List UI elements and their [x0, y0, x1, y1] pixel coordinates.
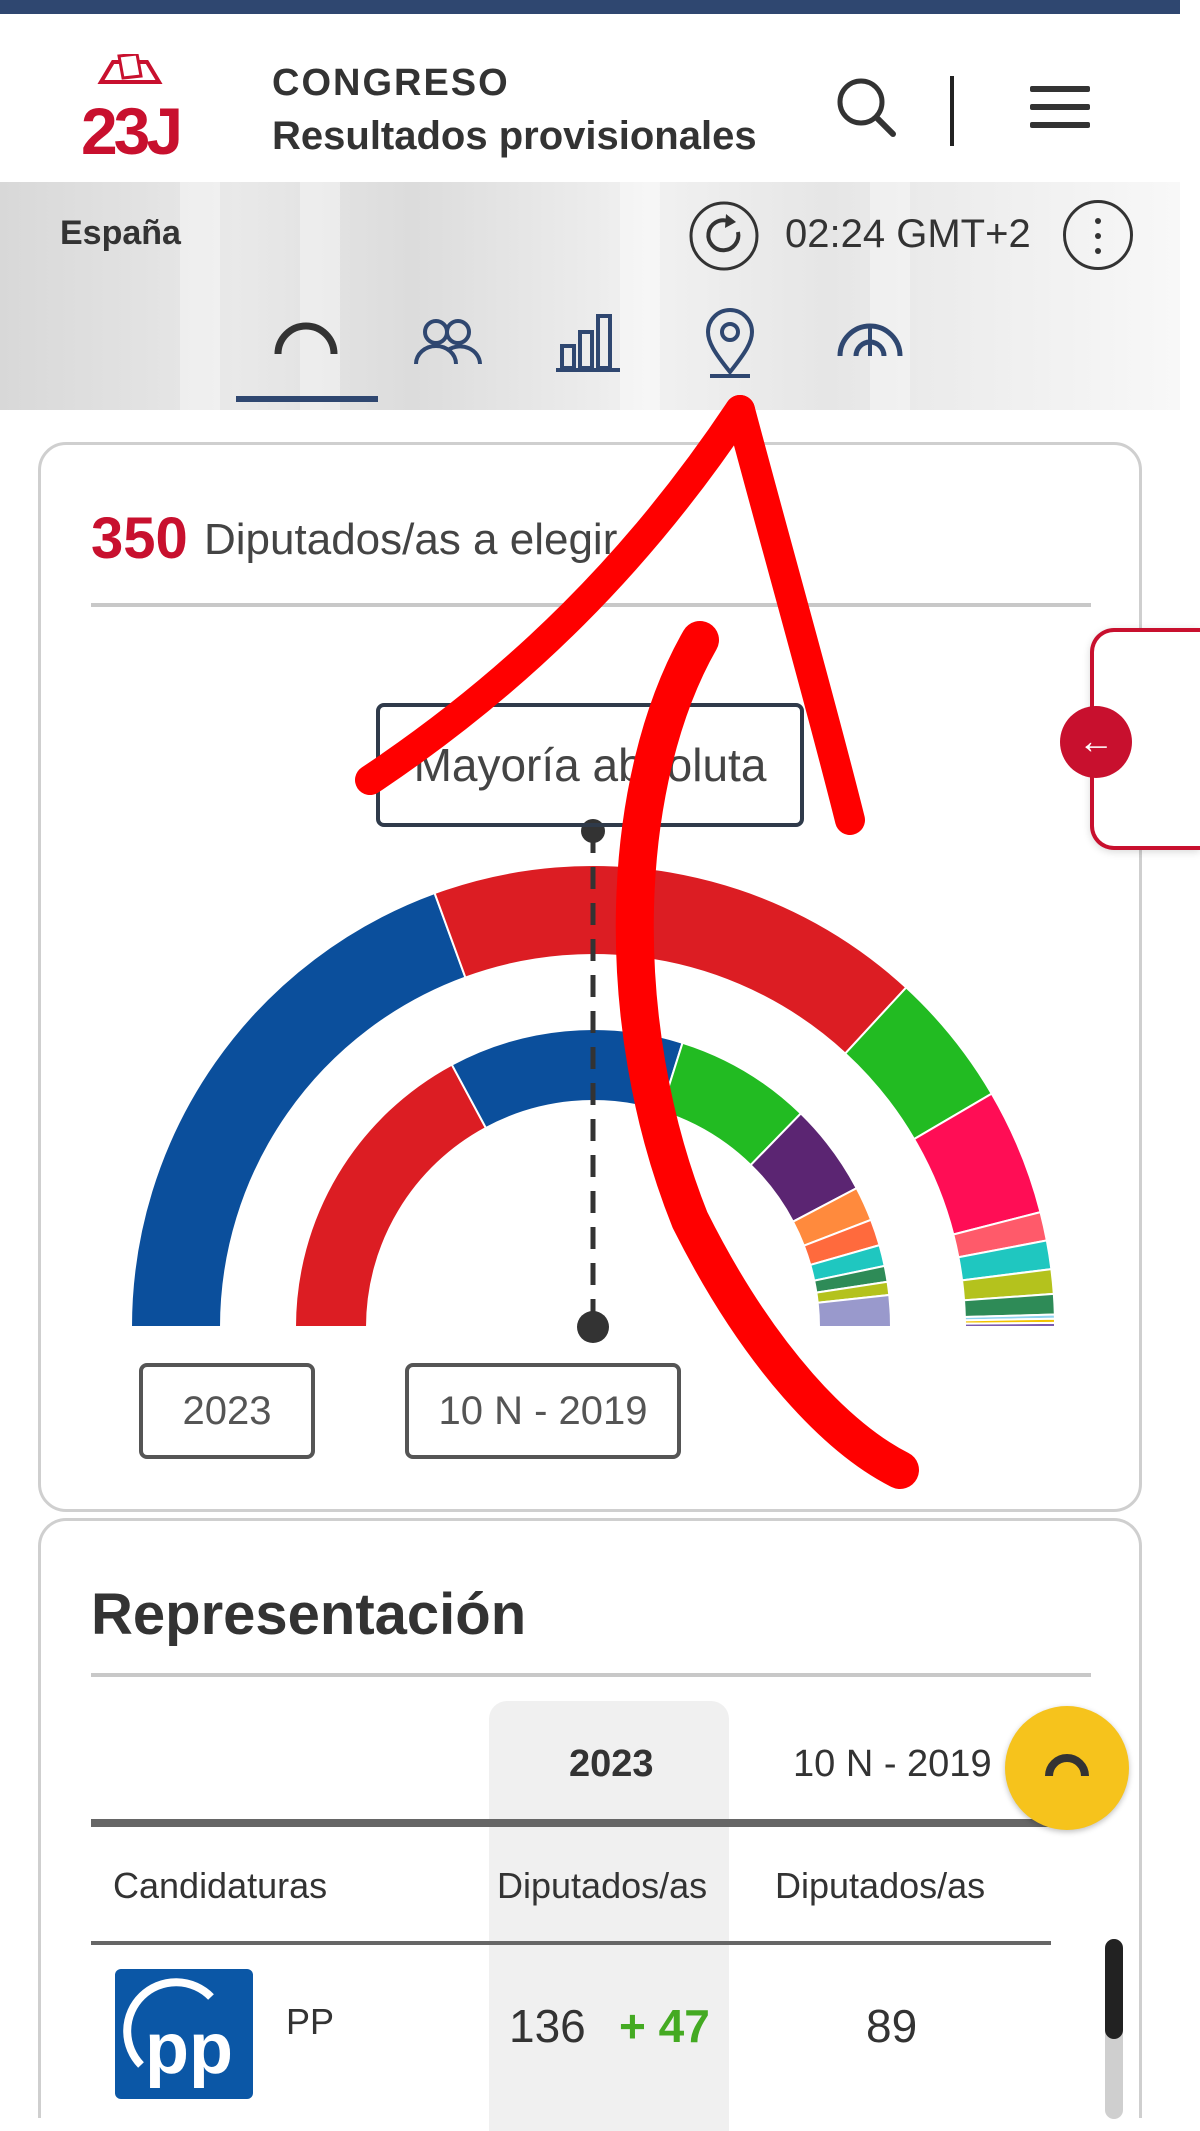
total-seats: 350 [91, 506, 188, 571]
pp-logo: pp [115, 1969, 253, 2099]
arrow-left-icon[interactable]: ← [1060, 706, 1132, 778]
year-previous-label[interactable]: 10 N - 2019 [405, 1363, 681, 1459]
table-scrollbar[interactable] [1105, 1939, 1123, 2119]
seat-segment-outer-upn[interactable] [963, 1321, 1057, 1328]
column-candidates: Candidaturas [113, 1865, 328, 1906]
representation-title: Representación [91, 1582, 527, 1647]
update-time: 02:24 GMT+2 [785, 212, 1031, 256]
column-seats-2023: Diputados/as [497, 1865, 708, 1906]
hamburger-menu-icon[interactable] [1030, 86, 1090, 132]
column-header-2023[interactable]: 2023 [569, 1743, 654, 1785]
region-banner: España 02:24 GMT+2 [0, 182, 1180, 410]
majority-label: Mayoría absoluta [376, 703, 804, 827]
more-options-icon[interactable] [1063, 200, 1133, 270]
seat-segment-outer-psoe[interactable] [433, 864, 908, 1055]
column-seats-2019: Diputados/as [775, 1865, 986, 1906]
23j-logo[interactable]: 23J [75, 54, 185, 162]
seats-2019: 89 [866, 2000, 918, 2052]
hemicycle-split-icon[interactable] [830, 302, 910, 382]
divider [91, 1673, 1091, 1677]
party-name: PP [286, 2001, 335, 2042]
pp-logo-text: pp [145, 2009, 233, 2089]
seats-card: 350 Diputados/as a elegir Mayoría absolu… [38, 442, 1142, 1512]
side-panel-tab[interactable] [1090, 628, 1200, 850]
election-title: CONGRESO [272, 62, 510, 104]
hemicycle-icon[interactable] [266, 302, 346, 382]
hemicycle-icon [1045, 1754, 1089, 1777]
seat-segment-inner-pp[interactable] [450, 1028, 684, 1130]
refresh-icon[interactable] [688, 200, 760, 272]
header: 23J CONGRESO Resultados provisionales [0, 14, 1180, 182]
logo-text: 23J [81, 94, 179, 162]
bar-chart-icon[interactable] [548, 302, 628, 382]
year-current-label[interactable]: 2023 [139, 1363, 315, 1459]
representation-card: Representación 2023 10 N - 2019 Candidat… [38, 1518, 1142, 2131]
seats-delta: + 47 [619, 2000, 710, 2052]
seats-2023: 136 [509, 2000, 586, 2052]
region-name[interactable]: España [60, 214, 181, 252]
hemicycle-chart [129, 819, 1057, 1343]
search-icon[interactable] [835, 76, 897, 138]
hemicycle-fab[interactable] [1005, 1706, 1129, 1830]
map-pin-icon[interactable] [690, 302, 770, 382]
people-icon[interactable] [408, 302, 488, 382]
header-divider [950, 76, 954, 146]
active-tab-indicator [236, 396, 378, 402]
top-strip [0, 0, 1180, 14]
majority-dot-bottom [577, 1311, 609, 1343]
column-header-2019[interactable]: 10 N - 2019 [793, 1743, 992, 1785]
table-subheader-rule [91, 1941, 1051, 1945]
election-subtitle: Resultados provisionales [272, 114, 757, 158]
seat-segment-inner-psoe[interactable] [293, 1063, 488, 1328]
current-year-column [489, 1701, 729, 2131]
table-header-rule [91, 1819, 1051, 1827]
